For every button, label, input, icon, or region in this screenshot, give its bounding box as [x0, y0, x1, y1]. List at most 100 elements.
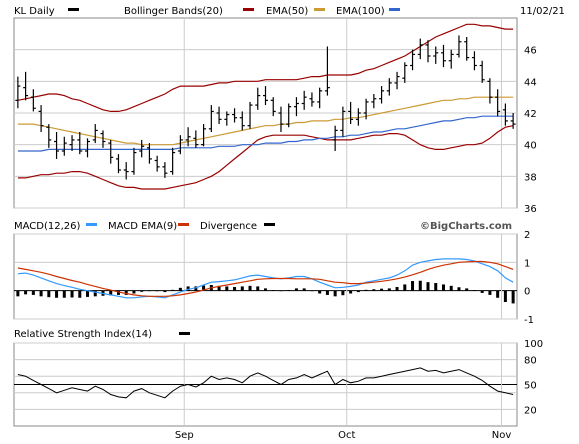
ohlc-bar: [100, 130, 106, 148]
ohlc-bar: [324, 46, 330, 96]
divergence-bar: [457, 287, 461, 291]
ohlc-bar: [85, 138, 91, 158]
price-grid: [14, 18, 517, 209]
x-month-label: Oct: [338, 430, 355, 441]
divergence-bar: [132, 290, 136, 294]
ohlc-bar: [108, 139, 114, 164]
divergence-bar: [418, 280, 422, 291]
legend-bollinger-swatch: [243, 8, 254, 11]
ohlc-bar: [232, 108, 238, 123]
rsi-panel: 20 50 80 100: [13, 339, 543, 427]
divergence-bar: [233, 286, 237, 291]
ohlc-bar: [433, 46, 439, 64]
divergence-bar: [147, 290, 151, 292]
ohlc-bar: [456, 35, 462, 58]
ohlc-bar: [30, 89, 36, 112]
ohlc-bar: [425, 40, 431, 63]
divergence-bar: [488, 290, 492, 295]
macd-tick-label: 1: [524, 258, 530, 269]
divergence-bar: [109, 290, 113, 296]
divergence-bar: [248, 285, 252, 291]
ohlc-bar: [154, 155, 160, 172]
ohlc-bar: [46, 124, 52, 148]
divergence-bar: [194, 286, 198, 291]
macd-tick-label: 0: [524, 287, 530, 298]
ohlc-bar: [363, 98, 369, 120]
rsi-legend-label: Relative Strength Index(14): [14, 329, 152, 340]
macd-panel-header: MACD(12,26) MACD EMA(9) Divergence ©BigC…: [14, 221, 512, 232]
divergence-bar: [325, 290, 329, 295]
rsi-tick-label: 80: [524, 356, 537, 367]
divergence-bar: [264, 288, 267, 291]
ohlc-bar: [247, 101, 253, 129]
divergence-bar: [465, 288, 469, 291]
divergence-bar: [318, 290, 322, 294]
ohlc-bar: [239, 111, 245, 131]
divergence-bar: [449, 285, 453, 291]
ohlc-bar: [394, 71, 400, 90]
ema50-line: [17, 96, 514, 146]
ohlc-bar: [402, 62, 408, 83]
ohlc-bar: [54, 132, 60, 159]
ohlc-bar: [410, 49, 416, 71]
divergence-bar: [511, 290, 515, 304]
macd-tick-label: -1: [524, 315, 534, 326]
ohlc-bar: [502, 103, 508, 126]
macd-ema-line: [17, 260, 514, 297]
divergence-bar: [116, 290, 120, 295]
ohlc-bar: [464, 37, 470, 61]
ohlc-bar: [278, 106, 284, 132]
ohlc-bar: [495, 89, 501, 117]
divergence-bar: [395, 286, 399, 291]
divergence-bar: [240, 286, 244, 291]
rsi-tick-label: 50: [524, 381, 537, 392]
price-tick-label: 44: [524, 77, 537, 88]
ema100-line: [17, 115, 514, 152]
divergence-bar: [310, 290, 314, 292]
legend-bollinger-label: Bollinger Bands(20): [124, 6, 223, 17]
divergence-bar: [178, 287, 182, 291]
divergence-bar: [39, 290, 43, 297]
macd-marks: [16, 258, 515, 304]
ohlc-bar: [340, 106, 346, 137]
ohlc-bar: [123, 162, 129, 180]
divergence-bar: [155, 290, 159, 292]
legend-ema50-swatch: [314, 8, 325, 11]
ohlc-bar: [510, 113, 516, 129]
price-panel-header: KL Daily Bollinger Bands(20) EMA(50) EMA…: [14, 6, 565, 17]
ohlc-bar: [185, 127, 191, 147]
ohlc-bar: [332, 125, 338, 151]
rsi-panel-header: Relative Strength Index(14): [14, 329, 190, 340]
divergence-bar: [333, 290, 337, 297]
ohlc-bar: [448, 49, 454, 69]
divergence-legend-swatch: [264, 223, 275, 226]
watermark: ©BigCharts.com: [420, 221, 512, 232]
divergence-bar: [140, 290, 144, 292]
divergence-bar: [86, 290, 90, 297]
legend-ema100-swatch: [389, 8, 400, 11]
rsi-tick-label: 20: [524, 405, 537, 416]
divergence-bar: [403, 284, 407, 291]
ohlc-bar: [92, 124, 98, 144]
rsi-legend-swatch: [179, 332, 190, 335]
divergence-bar: [287, 290, 291, 291]
symbol-legend-swatch: [68, 8, 79, 11]
divergence-bar: [341, 290, 345, 296]
ohlc-bar: [270, 97, 276, 117]
price-marks: [15, 23, 516, 190]
ohlc-bar: [355, 108, 361, 126]
divergence-bar: [364, 289, 368, 291]
divergence-bar: [387, 288, 391, 291]
macd-tick-label: 2: [524, 230, 530, 241]
chart-date: 11/02/21: [520, 6, 565, 17]
divergence-bar: [186, 286, 190, 291]
ohlc-bar: [293, 97, 299, 117]
ohlc-bar: [170, 147, 176, 175]
ohlc-bar: [479, 60, 485, 83]
divergence-bar: [16, 290, 20, 297]
ohlc-bar: [139, 139, 145, 158]
divergence-bar: [380, 288, 384, 291]
x-month-label: Sep: [175, 430, 194, 441]
divergence-bar: [434, 283, 438, 291]
